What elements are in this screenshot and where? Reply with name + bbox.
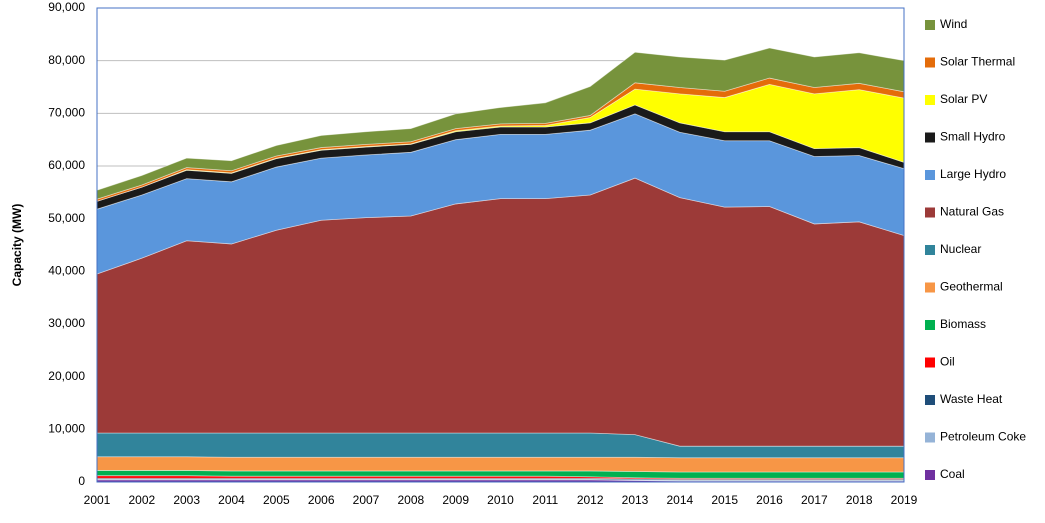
x-tick-label: 2003: [173, 493, 200, 507]
x-tick-label: 2005: [263, 493, 290, 507]
legend-label: Wind: [940, 17, 967, 31]
x-tick-label: 2006: [308, 493, 335, 507]
legend-swatch: [925, 207, 935, 218]
legend-label: Coal: [940, 467, 965, 481]
x-tick-label: 2013: [622, 493, 649, 507]
x-tick-label: 2019: [891, 493, 918, 507]
legend-label: Geothermal: [940, 280, 1003, 294]
x-tick-label: 2004: [218, 493, 245, 507]
x-tick-label: 2008: [397, 493, 424, 507]
legend-label: Solar Thermal: [940, 55, 1015, 69]
x-tick-label: 2007: [353, 493, 380, 507]
x-tick-label: 2016: [756, 493, 783, 507]
x-tick-label: 2001: [84, 493, 111, 507]
legend-swatch: [925, 320, 935, 330]
areas: [96, 47, 905, 483]
x-tick-label: 2011: [532, 493, 558, 507]
legend-label: Biomass: [940, 317, 986, 331]
y-axis-label: Capacity (MW): [10, 204, 24, 287]
x-tick-label: 2012: [577, 493, 604, 507]
y-tick-label: 70,000: [48, 106, 85, 120]
legend-label: Small Hydro: [940, 130, 1006, 144]
legend-swatch: [925, 132, 935, 143]
x-tick-label: 2010: [487, 493, 514, 507]
area: [96, 456, 905, 473]
legend-swatch: [925, 57, 935, 68]
legend-swatch: [925, 245, 935, 255]
legend-label: Petroleum Coke: [940, 430, 1026, 444]
legend-swatch: [925, 357, 935, 368]
plot-border: [96, 7, 905, 483]
x-tick-label: 2017: [801, 493, 828, 507]
y-tick-label: 30,000: [48, 316, 85, 330]
legend-swatch: [925, 95, 935, 105]
legend-label: Natural Gas: [940, 205, 1004, 219]
legend-swatch: [925, 395, 935, 405]
y-tick-label: 60,000: [48, 158, 85, 172]
x-tick-label: 2009: [442, 493, 469, 507]
y-tick-label: 40,000: [48, 264, 85, 278]
x-tick-label: 2015: [711, 493, 738, 507]
x-tick-label: 2002: [128, 493, 155, 507]
y-tick-label: 50,000: [48, 211, 85, 225]
legend-swatch: [925, 432, 935, 443]
legend-label: Oil: [940, 355, 955, 369]
y-tick-label: 0: [78, 474, 85, 488]
y-tick-label: 90,000: [48, 0, 85, 14]
legend-swatch: [925, 282, 935, 293]
legend-label: Large Hydro: [940, 167, 1006, 181]
x-tick-label: 2018: [846, 493, 873, 507]
legend-swatch: [925, 470, 935, 480]
x-tick-label: 2014: [666, 493, 693, 507]
y-tick-label: 10,000: [48, 422, 85, 436]
legend-label: Solar PV: [940, 92, 987, 106]
legend-swatch: [925, 170, 935, 180]
legend-swatch: [925, 20, 935, 30]
legend-label: Nuclear: [940, 242, 981, 256]
legend-label: Waste Heat: [940, 392, 1003, 406]
y-tick-label: 20,000: [48, 369, 85, 383]
y-tick-label: 80,000: [48, 53, 85, 67]
